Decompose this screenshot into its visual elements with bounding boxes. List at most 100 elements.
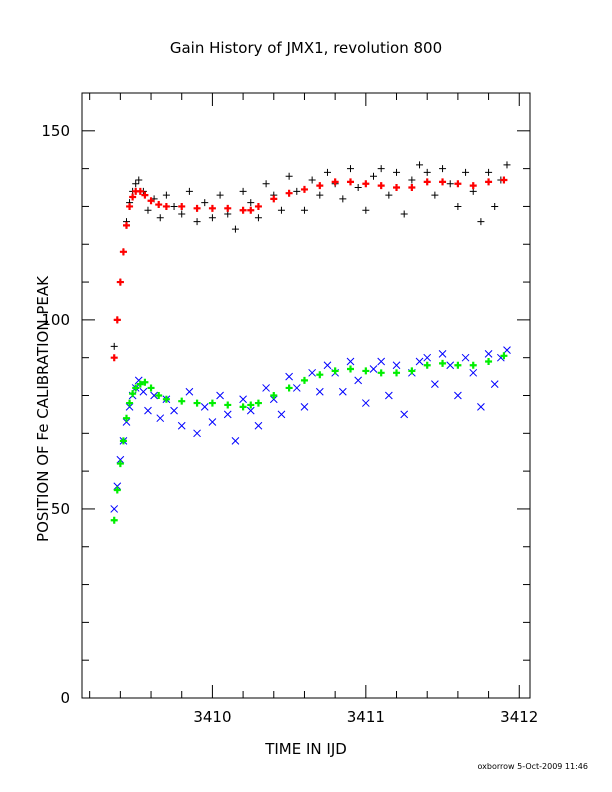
data-point <box>122 418 131 426</box>
data-point <box>147 384 155 392</box>
data-point <box>346 165 354 173</box>
data-point <box>300 402 309 411</box>
data-point <box>308 368 316 377</box>
x-tick-label: 3410 <box>193 708 231 726</box>
data-point <box>300 185 308 193</box>
y-tick-label: 150 <box>41 122 70 140</box>
data-point <box>246 406 255 415</box>
data-point <box>125 402 134 411</box>
data-point <box>113 486 121 494</box>
data-point <box>346 357 355 366</box>
data-point <box>155 392 163 399</box>
data-point <box>316 371 324 379</box>
data-point <box>208 214 216 222</box>
data-point <box>156 414 165 423</box>
data-point <box>208 399 216 407</box>
data-point <box>485 178 493 186</box>
data-point <box>262 384 270 392</box>
data-point <box>262 180 270 188</box>
data-point <box>446 361 455 370</box>
data-point <box>393 168 401 176</box>
data-point <box>370 172 378 180</box>
data-point <box>485 357 493 365</box>
data-point <box>439 359 447 367</box>
data-point <box>408 176 416 184</box>
data-point <box>239 187 247 195</box>
data-point <box>141 191 149 199</box>
data-point <box>110 342 118 350</box>
data-point <box>323 361 332 370</box>
data-point <box>300 206 308 214</box>
data-point <box>170 202 178 210</box>
data-point <box>369 365 378 373</box>
data-point <box>254 421 263 430</box>
data-point <box>126 399 134 407</box>
data-point <box>484 350 493 358</box>
chart-title: Gain History of JMX1, revolution 800 <box>170 39 442 57</box>
data-point <box>385 191 393 199</box>
data-point <box>178 210 186 218</box>
data-point <box>239 395 247 404</box>
data-point <box>500 176 508 184</box>
x-axis-label: TIME IN IJD <box>264 740 347 758</box>
data-point <box>223 410 232 419</box>
data-point <box>122 221 130 229</box>
data-point <box>316 182 324 190</box>
data-point <box>423 168 431 176</box>
data-point <box>423 178 431 186</box>
data-point <box>139 387 148 396</box>
data-point <box>162 395 170 403</box>
data-point <box>431 191 439 199</box>
data-point <box>285 372 293 381</box>
data-point <box>331 367 339 375</box>
data-point <box>136 187 144 195</box>
data-point <box>469 182 477 190</box>
data-point <box>423 361 431 369</box>
data-point <box>393 369 401 377</box>
data-point <box>254 399 262 407</box>
data-point <box>247 199 255 207</box>
data-point <box>129 390 137 398</box>
data-point <box>346 178 354 186</box>
data-point <box>454 361 462 369</box>
data-point <box>116 455 125 464</box>
data-point <box>469 361 477 369</box>
data-point <box>155 201 163 209</box>
data-point <box>377 165 385 173</box>
data-point <box>300 376 308 384</box>
data-point <box>110 354 118 362</box>
data-point <box>147 197 155 205</box>
data-point <box>177 421 186 430</box>
data-point <box>285 172 293 180</box>
data-point <box>208 204 216 212</box>
data-point <box>415 357 424 366</box>
data-point <box>113 316 121 324</box>
data-point <box>416 161 424 169</box>
data-point <box>132 384 140 392</box>
data-point <box>231 225 239 233</box>
footer-credit: oxborrow 5-Oct-2009 11:46 <box>478 762 588 771</box>
data-point <box>400 410 409 419</box>
data-point <box>315 387 324 396</box>
y-tick-label: 100 <box>41 311 70 329</box>
data-points <box>110 161 511 524</box>
data-point <box>377 182 385 190</box>
data-point <box>400 210 408 218</box>
series-4 <box>110 352 508 524</box>
data-point <box>170 406 178 415</box>
data-point <box>193 204 201 212</box>
data-point <box>354 184 362 192</box>
data-point <box>135 176 143 184</box>
data-point <box>247 401 255 409</box>
y-axis-ticks: 0 50 100 150 <box>41 122 530 707</box>
data-point <box>126 202 134 210</box>
data-point <box>144 206 152 214</box>
x-axis-ticks: 3410 3411 3412 <box>89 93 538 726</box>
data-point <box>377 357 386 366</box>
data-point <box>285 384 293 392</box>
data-point <box>193 399 201 407</box>
data-point <box>136 380 144 388</box>
data-point <box>490 380 499 389</box>
x-tick-label: 3412 <box>500 708 538 726</box>
